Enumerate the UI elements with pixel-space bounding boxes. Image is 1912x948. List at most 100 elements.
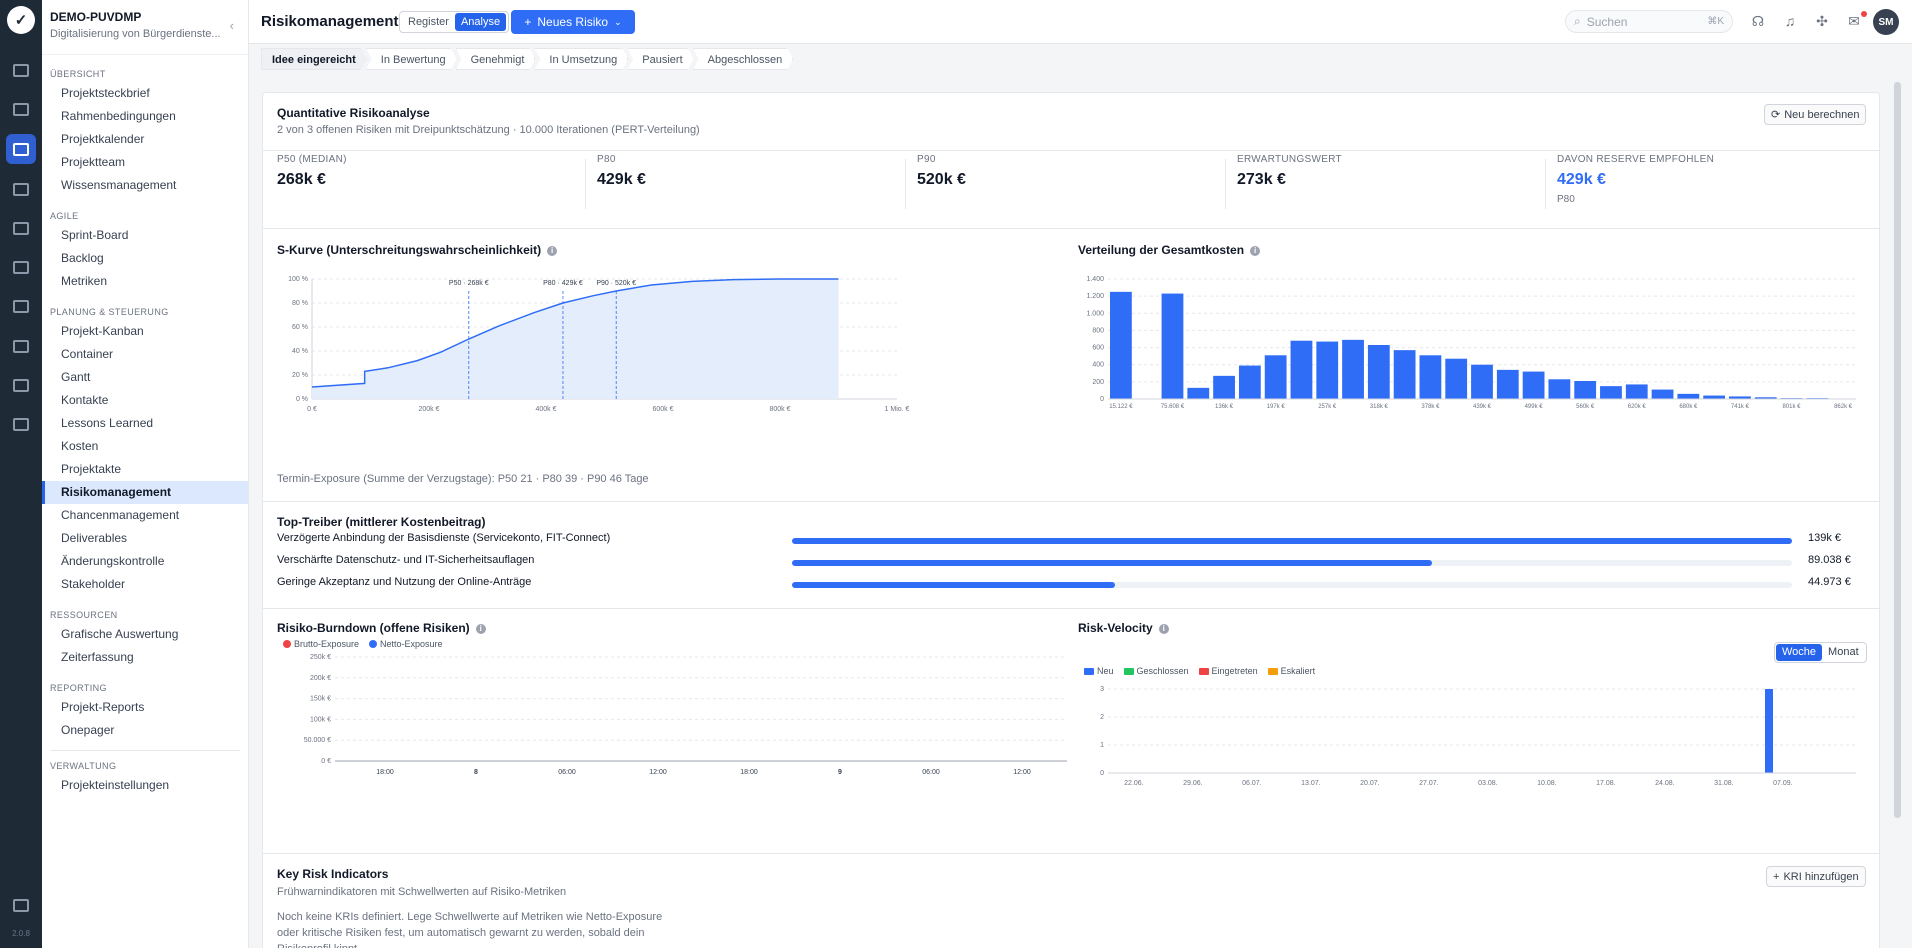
driver-label: Geringe Akzeptanz und Nutzung der Online… [277,576,532,588]
sidebar-item[interactable]: Projektakte [61,462,122,476]
info-icon[interactable]: i [475,624,486,634]
sidebar-item[interactable]: Container [61,347,114,361]
legend-item[interactable]: Geschlossen [1123,666,1189,676]
status-step[interactable]: Pausiert [627,48,693,70]
sidebar-item[interactable]: Backlog [61,251,104,265]
dashboard-icon[interactable] [9,58,33,82]
y-tick-label: 50.000 € [304,737,331,744]
status-step[interactable]: Idee eingereicht [261,48,367,70]
search-icon: ⌕ [1574,14,1581,28]
status-step[interactable]: In Bewertung [366,48,457,70]
percentile-label: P90 · 520k € [596,280,636,287]
hierarchy-icon[interactable] [9,373,33,397]
schedule-exposure: Termin-Exposure (Summe der Verzugstage):… [277,473,649,485]
legend-swatch [1123,667,1134,675]
project-icon[interactable] [6,134,36,164]
sidebar-item[interactable]: Chancenmanagement [61,508,180,522]
new-risk-button[interactable]: + Neues Risiko ⌄ [511,10,635,34]
x-tick-label: 378k € [1421,404,1440,410]
search-box[interactable]: ⌕ Suchen ⌘K [1565,10,1733,33]
sidebar-item[interactable]: Onepager [61,723,115,737]
sidebar-item[interactable]: Kosten [61,439,99,453]
info-icon[interactable]: i [547,246,558,256]
status-step[interactable]: In Umsetzung [534,48,628,70]
legend-item[interactable]: Brutto-Exposure [283,639,359,649]
new-risk-label: Neues Risiko [537,15,609,29]
sidebar: DEMO-PUVDMP Digitalisierung von Bürgerdi… [42,0,249,948]
headset-icon[interactable]: ☊ [1751,12,1765,29]
sidebar-item[interactable]: Lessons Learned [61,416,154,430]
mail-icon[interactable]: ✉ [1848,12,1860,29]
expand-icon[interactable]: ✣ [1816,12,1828,29]
kpi-label: P90 [917,154,936,165]
y-tick-label: 100 % [288,276,308,283]
legend-item[interactable]: Neu [1084,666,1114,676]
kri-subtitle: Frühwarnindikatoren mit Schwellwerten au… [277,886,567,898]
status-stepper: Idee eingereicht In Bewertung Genehmigt In … [261,48,792,70]
sidebar-item[interactable]: Kontakte [61,393,109,407]
bell-icon[interactable]: ♫ [1784,13,1796,29]
sidebar-item[interactable]: Rahmenbedingungen [61,109,176,123]
legend-label: Brutto-Exposure [294,639,360,649]
gantt-icon[interactable] [9,334,33,358]
scrollbar[interactable] [1894,82,1901,818]
recalculate-button[interactable]: ⟳ Neu berechnen [1764,104,1867,125]
toggle-month[interactable]: Monat [1828,646,1859,658]
nav-group-title: RESSOURCEN [50,610,118,620]
sidebar-item[interactable]: Wissensmanagement [61,178,177,192]
add-kri-button[interactable]: + KRI hinzufügen [1766,866,1866,887]
y-tick-label: 0 € [321,758,331,765]
legend-item[interactable]: Eskaliert [1267,666,1315,676]
legend-swatch [369,640,378,648]
x-tick-label: 1 Mio. € [885,406,910,413]
timer-icon[interactable] [9,412,33,436]
sidebar-item[interactable]: Änderungskontrolle [61,554,165,568]
sidebar-item[interactable]: Projekt-Kanban [61,324,144,338]
sidebar-item[interactable]: Projektteam [61,155,126,169]
tab-register[interactable]: Register [408,16,449,28]
legend-item[interactable]: Eingetreten [1198,666,1258,676]
app-logo[interactable]: ✓ [7,6,35,34]
knowledge-icon[interactable] [9,294,33,318]
histogram-bar [1238,365,1261,399]
x-tick-label: 801k € [1783,404,1802,410]
sidebar-item[interactable]: Metriken [61,274,108,288]
tab-analyse[interactable]: Analyse [454,13,507,31]
velocity-title-text: Risk-Velocity [1078,621,1153,635]
team-icon[interactable] [9,177,33,201]
legend-item[interactable]: Netto-Exposure [369,639,443,649]
y-tick-label: 0 [1100,770,1104,777]
info-icon[interactable]: i [1250,246,1261,256]
sidebar-item[interactable]: Zeiterfassung [61,650,134,664]
info-icon[interactable]: i [1158,624,1169,634]
kpi-p90: P90 520k € [917,154,1237,212]
sidebar-item[interactable]: Risikomanagement [42,481,248,504]
sidebar-item[interactable]: Sprint-Board [61,228,129,242]
x-tick-label: 13.07. [1301,780,1321,787]
sidebar-item[interactable]: Projekt-Reports [61,700,145,714]
sidebar-item[interactable]: Projektsteckbrief [61,86,150,100]
burndown-title-text: Risiko-Burndown (offene Risiken) [277,621,470,635]
board-icon[interactable] [9,97,33,121]
histogram-bar [1625,384,1648,399]
toggle-week[interactable]: Woche [1776,644,1823,661]
panel-toggle-icon[interactable] [9,893,33,917]
kpi-label: Erwartungswert [1237,154,1342,165]
sidebar-item[interactable]: Grafische Auswertung [61,627,179,641]
sidebar-item[interactable]: Projektkalender [61,132,145,146]
collapse-sidebar-icon[interactable]: ‹ [229,18,234,33]
sidebar-item[interactable]: Gantt [61,370,91,384]
status-step[interactable]: Abgeschlossen [693,48,794,70]
document-icon[interactable] [9,255,33,279]
legend-label: Eingetreten [1211,666,1258,676]
status-step[interactable]: Genehmigt [456,48,536,70]
histogram-bar [1600,386,1622,399]
calendar-icon[interactable] [9,216,33,240]
sidebar-item[interactable]: Stakeholder [61,577,126,591]
search-input[interactable]: Suchen [1586,14,1628,29]
sidebar-item[interactable]: Deliverables [61,531,128,545]
x-tick-label: 620k € [1628,404,1647,410]
burndown-chart: 0 € 50.000 € 100k € 150k € 200k € 250k € 18:00… [304,654,1067,776]
sidebar-item[interactable]: Projekteinstellungen [61,778,170,792]
avatar[interactable]: SM [1873,9,1899,35]
